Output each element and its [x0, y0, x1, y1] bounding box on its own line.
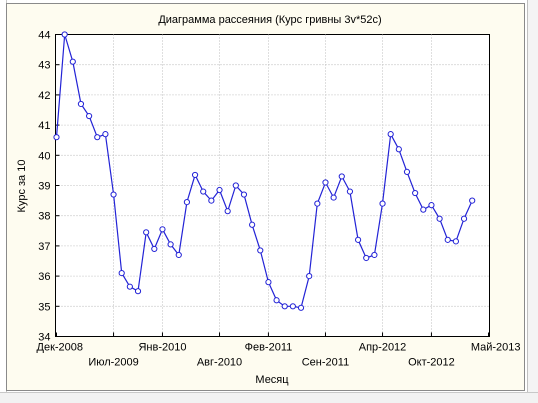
y-tick-label: 43	[38, 60, 50, 72]
x-tick-label: Апр-2012	[359, 342, 407, 354]
data-point	[452, 238, 459, 245]
y-tick-label: 35	[38, 301, 50, 313]
chart-title: Диаграмма рассеяния (Курс гривны 3v*52c)	[158, 14, 381, 26]
data-point	[77, 100, 85, 108]
y-axis-label: Курс за 10	[16, 160, 28, 213]
data-point	[460, 215, 468, 222]
data-point	[314, 200, 321, 207]
x-tick-label: Дек-2008	[37, 342, 84, 354]
x-tick-label: Окт-2012	[408, 357, 455, 369]
status-bar	[0, 392, 538, 403]
window-scrollbar[interactable]	[527, 0, 538, 402]
data-point	[395, 146, 402, 153]
y-tick-label: 44	[38, 30, 50, 42]
data-point	[257, 247, 264, 254]
series-line	[55, 34, 473, 309]
y-tick-label: 36	[38, 271, 50, 283]
y-tick-label: 42	[38, 90, 50, 102]
data-point	[151, 245, 158, 253]
data-point	[86, 112, 93, 120]
x-axis-label: Месяц	[255, 374, 289, 386]
data-point	[371, 251, 378, 259]
data-point	[469, 197, 476, 204]
data-point	[94, 134, 101, 141]
data-point	[110, 191, 117, 198]
data-point	[249, 221, 256, 228]
y-tick-label: 38	[38, 211, 50, 223]
x-tick-label: Май-2013	[471, 342, 521, 354]
data-point	[118, 269, 125, 277]
y-tick-label: 41	[38, 120, 50, 132]
data-point	[436, 215, 443, 222]
data-point	[159, 226, 166, 233]
data-point	[175, 251, 182, 259]
y-ticks: 34 35 36 37 38 39 40 41 42 43 44	[38, 30, 60, 344]
data-point	[281, 303, 288, 310]
data-point	[354, 236, 362, 243]
data-point	[191, 171, 199, 179]
data-point	[306, 273, 313, 280]
x-tick-label: Янв-2010	[138, 342, 186, 354]
data-point	[346, 188, 354, 195]
data-point	[53, 134, 60, 141]
data-point	[363, 254, 370, 262]
data-point	[143, 229, 150, 236]
data-point	[183, 199, 191, 206]
data-point	[232, 182, 239, 189]
data-point	[61, 31, 68, 38]
graph-panel: Диаграмма рассеяния (Курс гривны 3v*52c)…	[6, 3, 525, 391]
data-point	[289, 303, 296, 310]
data-point	[69, 58, 76, 65]
data-point	[379, 200, 386, 207]
data-point	[428, 202, 435, 209]
data-point	[200, 188, 207, 195]
y-tick-label: 39	[38, 181, 50, 193]
x-tick-label: Июл-2009	[88, 357, 138, 369]
y-tick-label: 37	[38, 241, 50, 253]
x-tick-label: Фев-2011	[245, 342, 293, 354]
y-tick-label: 40	[38, 150, 50, 162]
data-point	[126, 283, 133, 290]
data-point	[338, 173, 345, 180]
data-points	[53, 31, 476, 311]
data-point	[208, 197, 215, 204]
data-point	[387, 131, 394, 138]
y-tick-label: 34	[38, 332, 50, 344]
data-point	[167, 241, 174, 248]
data-point	[265, 279, 272, 286]
x-tick-label: Сен-2011	[302, 357, 349, 369]
data-point	[297, 304, 305, 311]
data-point	[412, 189, 419, 197]
data-point	[403, 168, 411, 176]
scatter-chart: Диаграмма рассеяния (Курс гривны 3v*52c)…	[16, 14, 521, 386]
data-point	[134, 288, 142, 295]
data-point	[444, 236, 451, 243]
data-point	[216, 186, 223, 194]
data-point	[322, 179, 329, 186]
x-tick-label: Авг-2010	[197, 357, 242, 369]
data-point	[224, 208, 231, 215]
data-point	[240, 191, 248, 198]
data-point	[273, 297, 280, 304]
data-point	[102, 131, 109, 138]
data-point	[420, 206, 427, 213]
data-point	[330, 194, 337, 201]
